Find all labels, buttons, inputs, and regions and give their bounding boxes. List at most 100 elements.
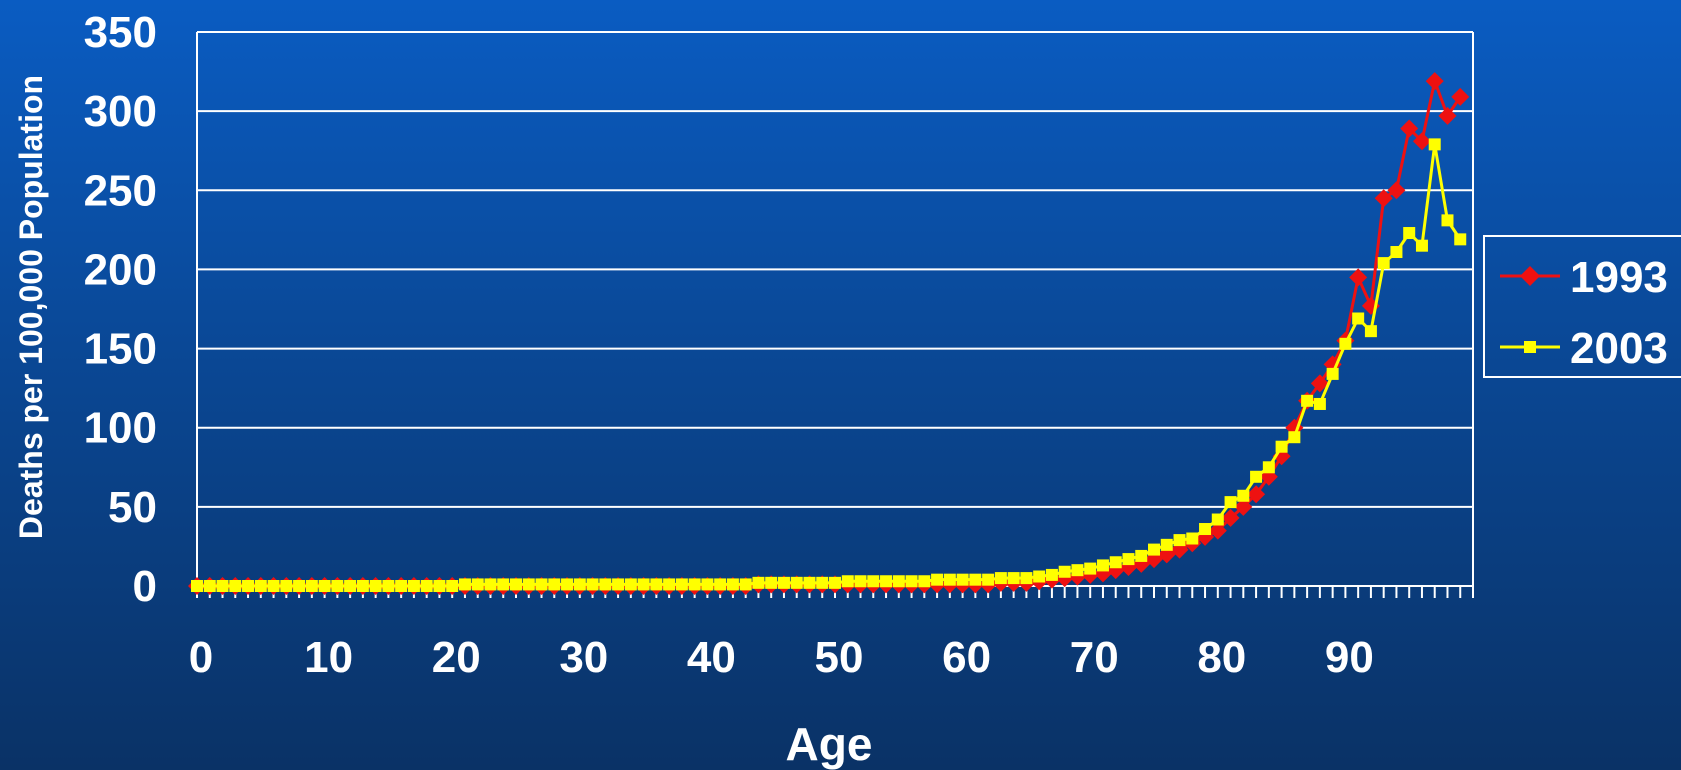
point-2003 [382,580,395,592]
point-2003 [1135,549,1148,562]
point-2003 [318,580,331,592]
point-2003 [458,578,471,591]
point-2003 [1250,470,1263,483]
x-tick-label: 40 [687,633,736,682]
point-2003 [305,580,318,592]
point-2003 [484,578,497,591]
point-2003 [203,580,216,592]
point-2003 [1415,239,1428,252]
point-2003 [586,578,599,591]
point-2003 [1390,246,1403,259]
point-2003 [1454,233,1467,246]
legend-marker [1524,341,1536,353]
point-2003 [918,575,931,588]
legend-label: 2003 [1570,324,1668,373]
point-2003 [1173,534,1186,547]
series-2003 [191,138,1467,592]
point-2003 [637,578,650,591]
point-2003 [1071,564,1084,577]
y-tick-label: 100 [84,404,157,453]
x-tick-label: 70 [1070,633,1119,682]
point-2003 [331,580,344,592]
point-1993 [1374,189,1393,208]
point-2003 [216,580,229,592]
point-2003 [1109,556,1122,569]
point-1993 [1349,268,1368,287]
point-2003 [407,580,420,592]
point-2003 [982,573,995,586]
point-2003 [612,578,625,591]
point-2003 [1352,312,1365,325]
point-2003 [1033,570,1046,583]
point-1993 [1310,374,1329,393]
point-2003 [714,578,727,591]
point-2003 [675,578,688,591]
point-2003 [829,576,841,589]
point-2003 [446,580,459,592]
legend-label: 1993 [1570,253,1668,302]
point-2003 [1058,565,1071,578]
point-2003 [1377,257,1390,270]
point-1993 [1208,521,1227,540]
point-2003 [624,578,637,591]
point-2003 [1364,325,1377,338]
point-2003 [242,580,255,592]
point-2003 [1301,394,1314,407]
y-tick-label: 300 [84,87,157,136]
point-2003 [880,575,893,588]
point-2003 [1288,431,1301,444]
legend-entry-2003: 2003 [1500,324,1668,373]
point-2003 [471,578,484,591]
x-tick-label: 30 [559,633,608,682]
point-2003 [433,580,446,592]
legend-marker [1520,266,1540,286]
point-2003 [191,580,203,592]
point-1993 [1400,119,1419,138]
point-2003 [599,578,612,591]
point-2003 [803,576,816,589]
point-2003 [790,576,803,589]
point-2003 [816,576,829,589]
point-2003 [548,578,561,591]
point-2003 [663,578,676,591]
series-line-2003 [197,142,1462,588]
point-2003 [867,575,880,588]
point-2003 [254,580,267,592]
point-2003 [943,573,956,586]
point-2003 [1275,440,1288,453]
point-2003 [905,575,918,588]
point-2003 [1199,523,1212,536]
x-tick-label: 60 [942,633,991,682]
point-1993 [1451,87,1470,106]
point-2003 [1339,337,1352,350]
y-tick-label: 200 [84,245,157,294]
point-2003 [293,580,306,592]
point-2003 [1326,367,1339,380]
point-2003 [765,576,778,589]
y-tick-label: 150 [84,325,157,374]
point-2003 [701,578,714,591]
series-1993 [188,72,1470,595]
point-2003 [1160,538,1173,551]
point-2003 [739,578,752,591]
point-2003 [1428,138,1441,151]
point-2003 [522,578,535,591]
point-1993 [1221,508,1240,527]
point-2003 [280,580,293,592]
point-2003 [1096,559,1109,572]
point-2003 [931,573,944,586]
point-2003 [1441,214,1454,227]
point-2003 [994,572,1007,585]
point-2003 [267,580,280,592]
point-2003 [369,580,382,592]
point-2003 [688,578,701,591]
point-1993 [1247,485,1266,504]
point-2003 [1403,227,1416,240]
point-1993 [1412,132,1431,151]
legend-entry-1993: 1993 [1500,253,1668,302]
point-2003 [777,576,790,589]
series-group [188,72,1470,595]
grid-lines [197,31,1473,587]
point-2003 [969,573,982,586]
point-2003 [892,575,905,588]
